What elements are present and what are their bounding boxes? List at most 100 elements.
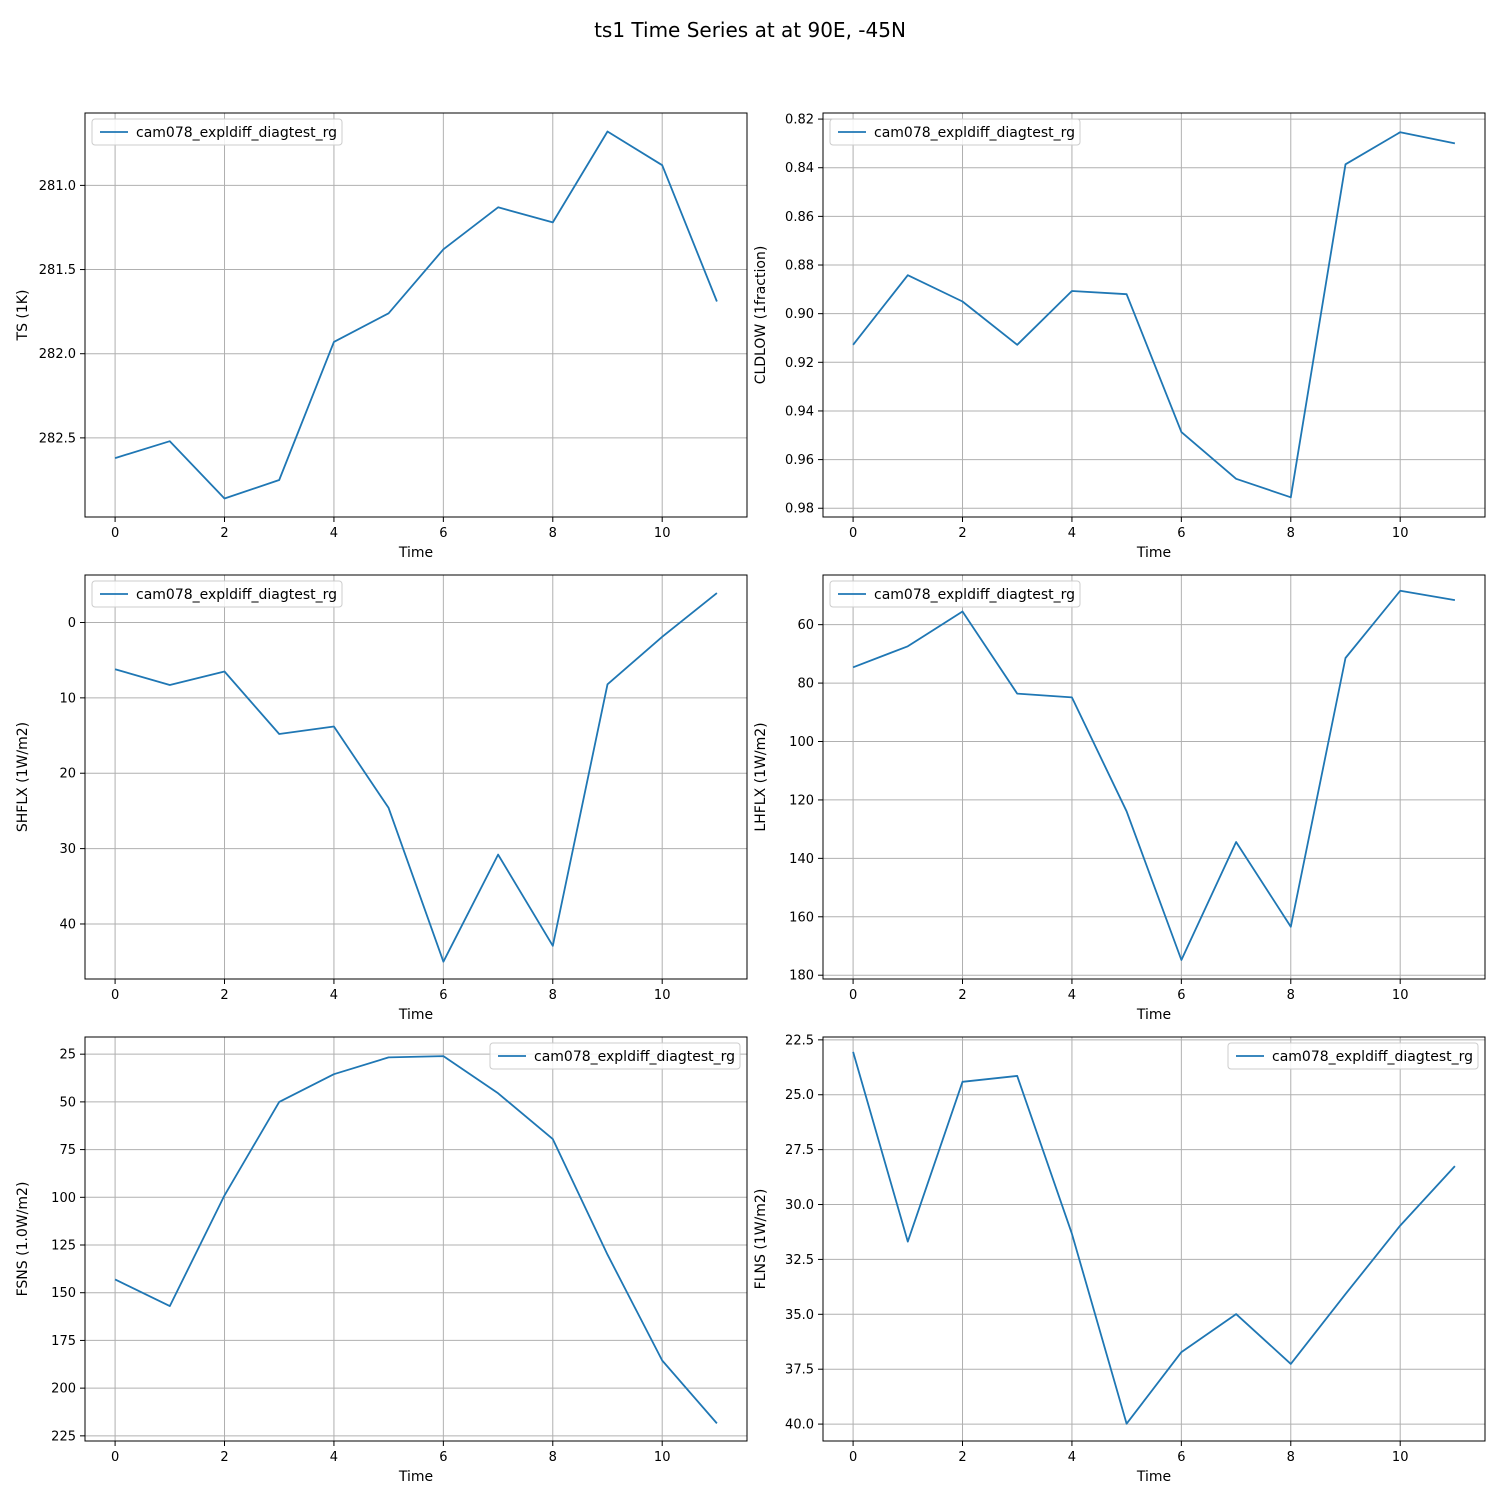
x-tick-label: 2: [220, 526, 228, 541]
y-tick-label: 0.82: [785, 113, 814, 128]
x-tick-label: 4: [330, 1450, 338, 1465]
y-tick-label: 50: [59, 1095, 76, 1110]
axes-frame: [822, 1036, 1486, 1442]
y-tick-label: 0.88: [785, 259, 814, 274]
y-tick-label: 0.90: [785, 307, 814, 322]
x-tick-label: 6: [439, 1450, 447, 1465]
y-tick-label: 0.96: [785, 453, 814, 468]
y-tick-label: 100: [789, 735, 814, 750]
y-axis-label: CLDLOW (1fraction): [753, 246, 769, 385]
x-tick-label: 10: [1392, 1450, 1409, 1465]
series-line: [852, 589, 1456, 961]
x-tick-label: 10: [1392, 526, 1409, 541]
y-tick-label: 0.94: [785, 404, 814, 419]
y-tick-label: 27.5: [785, 1143, 814, 1158]
x-tick-label: 0: [111, 1450, 119, 1465]
x-tick-label: 4: [1068, 1450, 1076, 1465]
x-tick-label: 2: [958, 526, 966, 541]
x-tick-label: 10: [654, 526, 671, 541]
x-tick-label: 0: [849, 1450, 857, 1465]
y-tick-label: 180: [789, 969, 814, 984]
x-axis-label: Time: [1136, 545, 1171, 561]
y-tick-label: 225: [51, 1429, 76, 1444]
x-tick-label: 0: [849, 526, 857, 541]
x-axis-label: Time: [398, 1007, 433, 1023]
x-tick-label: 10: [654, 1450, 671, 1465]
x-axis-label: Time: [398, 1469, 433, 1485]
y-axis-label: LHFLX (1W/m2): [753, 722, 769, 831]
x-tick-label: 10: [654, 988, 671, 1003]
x-tick-label: 6: [1177, 988, 1185, 1003]
y-axis-label: FLNS (1W/m2): [753, 1189, 769, 1290]
y-tick-label: 30: [59, 842, 76, 857]
x-tick-label: 0: [111, 988, 119, 1003]
y-tick-label: 0.84: [785, 161, 814, 176]
y-tick-label: 40: [59, 917, 76, 932]
series-line: [852, 1051, 1456, 1425]
series-line: [852, 131, 1456, 499]
y-tick-label: 20: [59, 767, 76, 782]
x-tick-label: 4: [1068, 526, 1076, 541]
figure-title: ts1 Time Series at at 90E, -45N: [594, 18, 906, 42]
legend-label: cam078_expldiff_diagtest_rg: [874, 125, 1075, 141]
y-tick-label: 100: [51, 1191, 76, 1206]
y-tick-label: 0.86: [785, 210, 814, 225]
y-tick-label: 200: [51, 1382, 76, 1397]
x-tick-label: 6: [439, 988, 447, 1003]
legend-box: [829, 580, 1081, 608]
y-tick-label: 150: [51, 1286, 76, 1301]
y-tick-label: 60: [797, 618, 814, 633]
x-tick-label: 0: [111, 526, 119, 541]
y-tick-label: 281.5: [39, 263, 76, 278]
subplot-2: 0 2 4 6 8 10 0.82 0.84 0.86 0.88 0.90 0.92 0.94 0.96 0…: [753, 112, 1486, 561]
x-tick-label: 2: [220, 1450, 228, 1465]
x-tick-label: 2: [958, 988, 966, 1003]
axes-frame: [822, 574, 1486, 980]
x-tick-label: 2: [958, 1450, 966, 1465]
x-tick-label: 10: [1392, 988, 1409, 1003]
x-tick-label: 6: [439, 526, 447, 541]
legend-box: [91, 580, 343, 608]
legend-box: [91, 118, 343, 146]
legend-box: [829, 118, 1081, 146]
y-tick-label: 30.0: [785, 1198, 814, 1213]
x-tick-label: 8: [1287, 988, 1295, 1003]
y-tick-label: 35.0: [785, 1308, 814, 1323]
x-tick-label: 0: [849, 988, 857, 1003]
x-tick-label: 6: [1177, 526, 1185, 541]
x-axis-label: Time: [1136, 1007, 1171, 1023]
y-tick-label: 282.5: [39, 431, 76, 446]
x-axis-label: Time: [1136, 1469, 1171, 1485]
x-tick-label: 8: [1287, 526, 1295, 541]
y-axis-label: FSNS (1.0W/m2): [15, 1182, 31, 1297]
y-tick-label: 125: [51, 1239, 76, 1254]
legend-label: cam078_expldiff_diagtest_rg: [534, 1049, 735, 1065]
y-axis-label: SHFLX (1W/m2): [15, 722, 31, 832]
subplot-3: 0 2 4 6 8 10 0 10 20 30 40 Time SHFLX (1W/m2) cam078_…: [15, 574, 748, 1023]
y-tick-label: 0.98: [785, 502, 814, 517]
legend-label: cam078_expldiff_diagtest_rg: [136, 125, 337, 141]
y-tick-label: 140: [789, 852, 814, 867]
x-tick-label: 8: [549, 988, 557, 1003]
y-tick-label: 25: [59, 1048, 76, 1063]
legend-label: cam078_expldiff_diagtest_rg: [874, 587, 1075, 603]
axes-frame: [84, 574, 748, 980]
y-tick-label: 160: [789, 910, 814, 925]
y-tick-label: 10: [59, 691, 76, 706]
y-tick-label: 25.0: [785, 1088, 814, 1103]
x-tick-label: 4: [330, 988, 338, 1003]
legend-label: cam078_expldiff_diagtest_rg: [1272, 1049, 1473, 1065]
y-tick-label: 40.0: [785, 1418, 814, 1433]
y-tick-label: 282.0: [39, 347, 76, 362]
axes-frame: [84, 112, 748, 518]
y-tick-label: 175: [51, 1334, 76, 1349]
subplot-5: 0 2 4 6 8 10 25 50 75 100 125 150 175 200 225 Time FSNS …: [15, 1036, 748, 1485]
y-axis-label: TS (1K): [15, 290, 31, 342]
legend-box: [489, 1042, 741, 1070]
axes-frame: [84, 1036, 748, 1442]
y-tick-label: 120: [789, 793, 814, 808]
y-tick-label: 75: [59, 1143, 76, 1158]
